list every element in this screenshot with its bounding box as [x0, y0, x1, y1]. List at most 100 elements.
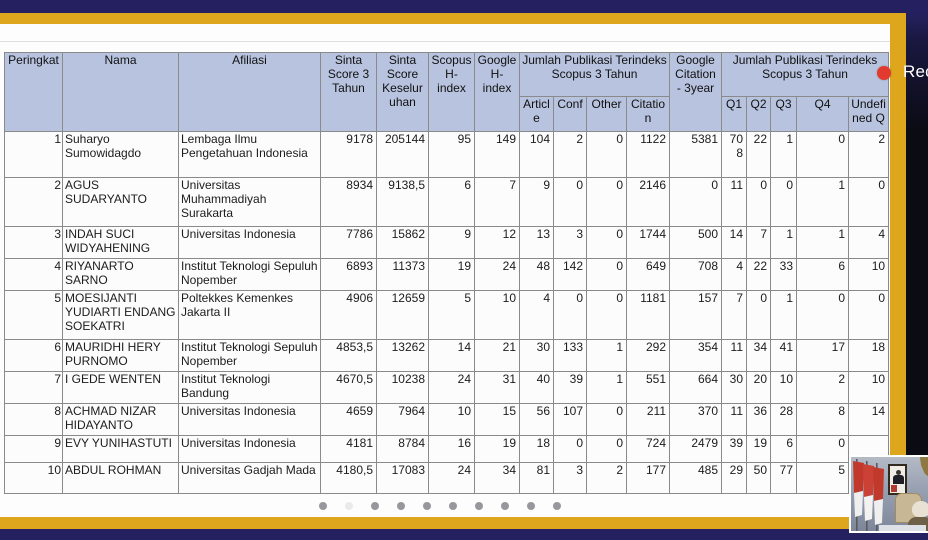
cell-rank: 2 [4, 177, 63, 227]
app-background-right [906, 0, 928, 540]
cell-name: MAURIDHI HERY PURNOMO [62, 339, 179, 372]
cell-google-citation-3yr: 5381 [669, 131, 723, 178]
cell-articles: 81 [519, 462, 554, 494]
table-row: 10 ABDUL ROHMAN Universitas Gadjah Mada 418… [4, 462, 890, 494]
cell-q4: 0 [796, 435, 850, 463]
cell-conf: 133 [553, 339, 587, 372]
table-row: 2 AGUS SUDARYANTO Universitas Muhammadiyah… [4, 177, 890, 227]
cell-sinta-score-3yr: 4853,5 [320, 339, 377, 372]
garuda-emblem-icon [919, 457, 928, 479]
cell-q3: 28 [770, 403, 798, 436]
cell-sinta-score-total: 7964 [376, 403, 429, 436]
cell-articles: 9 [519, 177, 554, 227]
cell-sinta-score-3yr: 4670,5 [320, 371, 377, 404]
cell-undefined-q: 2 [848, 131, 890, 178]
slide-top-navy-bar [0, 0, 928, 13]
cell-google-citation-3yr: 664 [669, 371, 723, 404]
cell-undefined-q: 0 [848, 177, 890, 227]
cell-google-citation-3yr: 708 [669, 258, 723, 291]
cell-q4: 17 [796, 339, 850, 372]
table-row: 3 INDAH SUCI WIDYAHENING Universitas Indon… [4, 226, 890, 259]
cell-articles: 30 [519, 339, 554, 372]
cell-scopus-h-index: 24 [428, 371, 475, 404]
cell-q3: 77 [770, 462, 798, 494]
cell-q1: 30 [721, 371, 748, 404]
cell-scopus-h-index: 10 [428, 403, 475, 436]
cell-affiliation: Universitas Gadjah Mada [178, 462, 321, 494]
table-row: 6 MAURIDHI HERY PURNOMO Institut Teknologi… [4, 339, 890, 372]
recording-dot-icon [877, 66, 891, 80]
cell-q2: 0 [746, 290, 772, 340]
cell-sinta-score-3yr: 6893 [320, 258, 377, 291]
progress-dot [371, 502, 379, 510]
progress-dot [501, 502, 509, 510]
cell-other: 0 [586, 435, 627, 463]
cell-q4: 1 [796, 226, 850, 259]
col-header-q4: Q4 [796, 96, 850, 132]
cell-other: 2 [586, 462, 627, 494]
cell-conf: 0 [553, 290, 587, 340]
cell-q1: 11 [721, 177, 748, 227]
cell-q4: 5 [796, 462, 850, 494]
cell-other: 1 [586, 371, 627, 404]
cell-citation: 1744 [625, 226, 671, 259]
cell-scopus-h-index: 9 [428, 226, 475, 259]
cell-other: 0 [586, 403, 627, 436]
cell-rank: 1 [4, 131, 63, 178]
table-row: 5 MOESIJANTI YUDIARTI ENDANG SOEKATRI Polt… [4, 290, 890, 340]
cell-affiliation: Universitas Indonesia [178, 226, 321, 259]
cell-articles: 4 [519, 290, 554, 340]
table-row: 8 ACHMAD NIZAR HIDAYANTO Universitas Indon… [4, 403, 890, 436]
cell-affiliation: Institut Teknologi Sepuluh Nopember [178, 258, 321, 291]
cell-sinta-score-total: 205144 [376, 131, 429, 178]
cell-conf: 107 [553, 403, 587, 436]
cell-q1: 39 [721, 435, 748, 463]
cell-other: 0 [586, 131, 627, 178]
slide-gold-frame-right [890, 13, 906, 529]
cell-scopus-h-index: 14 [428, 339, 475, 372]
cell-scopus-h-index: 5 [428, 290, 475, 340]
cell-sinta-score-total: 12659 [376, 290, 429, 340]
participant-video-thumbnail[interactable] [849, 455, 928, 533]
cell-scopus-h-index: 19 [428, 258, 475, 291]
cell-q2: 22 [746, 131, 772, 178]
cell-scopus-h-index: 95 [428, 131, 475, 178]
cell-name: AGUS SUDARYANTO [62, 177, 179, 227]
cell-q1: 11 [721, 339, 748, 372]
group-header-jumlah-publikasi-quartile: Jumlah Publikasi Terindeks Scopus 3 Tahu… [721, 52, 890, 97]
cell-q1: 11 [721, 403, 748, 436]
cell-q1: 7 [721, 290, 748, 340]
participant-person-icon [912, 501, 928, 517]
col-header-undefined-q: Undefined Q [848, 96, 890, 132]
cell-google-citation-3yr: 2479 [669, 435, 723, 463]
cell-sinta-score-total: 8784 [376, 435, 429, 463]
cell-conf: 3 [553, 226, 587, 259]
col-header-q3: Q3 [770, 96, 798, 132]
col-header-article: Article [519, 96, 554, 132]
cell-q1: 708 [721, 131, 748, 178]
cell-citation: 2146 [625, 177, 671, 227]
cell-q4: 0 [796, 131, 850, 178]
cell-other: 0 [586, 258, 627, 291]
cell-google-h-index: 12 [474, 226, 520, 259]
cell-citation: 1181 [625, 290, 671, 340]
cell-rank: 3 [4, 226, 63, 259]
cell-q4: 6 [796, 258, 850, 291]
cell-sinta-score-total: 10238 [376, 371, 429, 404]
progress-dot [397, 502, 405, 510]
col-header-other: Other [586, 96, 627, 132]
cell-rank: 8 [4, 403, 63, 436]
indonesian-flags-icon [853, 459, 884, 531]
cell-rank: 7 [4, 371, 63, 404]
cell-sinta-score-3yr: 4181 [320, 435, 377, 463]
cell-affiliation: Institut Teknologi Bandung [178, 371, 321, 404]
table-row: 4 RIYANARTO SARNO Institut Teknologi Sepul… [4, 258, 890, 291]
col-header-q1: Q1 [721, 96, 748, 132]
col-header-conf: Conf [553, 96, 587, 132]
cell-google-citation-3yr: 485 [669, 462, 723, 494]
cell-q2: 34 [746, 339, 772, 372]
cell-name: Suharyo Sumowidagdo [62, 131, 179, 178]
cell-conf: 0 [553, 435, 587, 463]
slide-bottom-navy-bar [0, 529, 928, 540]
progress-dot [345, 502, 353, 510]
